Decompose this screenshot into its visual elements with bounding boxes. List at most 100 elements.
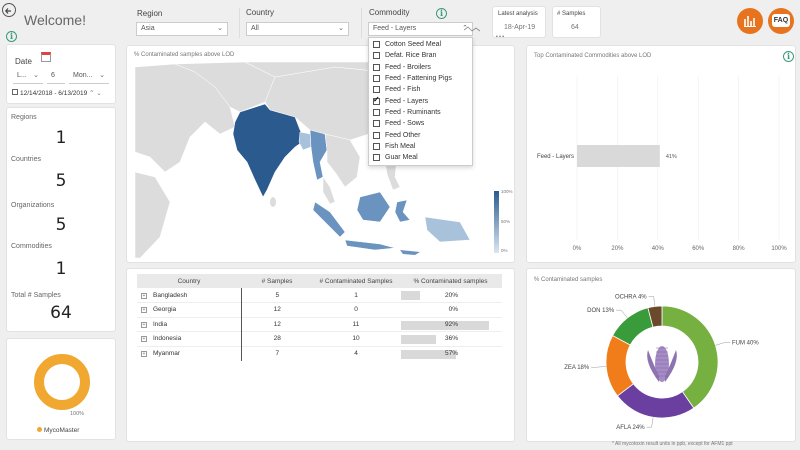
report-button[interactable]	[737, 8, 763, 34]
chevron-down-icon: ⌄	[33, 72, 39, 79]
table-row[interactable]: + Bangladesh 5 1 20%	[137, 288, 502, 303]
gauge-ring	[34, 354, 90, 410]
expand-icon[interactable]: +	[141, 292, 147, 299]
kpi-total-samples-label: Total # Samples	[11, 292, 61, 299]
calendar-icon	[12, 89, 18, 95]
slice-label: ZEA 18%	[564, 365, 590, 371]
country-name: Bangladesh	[153, 291, 188, 299]
country-table-card: Country # Samples # Contaminated Samples…	[126, 268, 515, 442]
back-arrow-icon	[5, 8, 11, 14]
data-label: 41%	[666, 154, 677, 160]
commodity-option[interactable]: Feed - Fattening Pigs	[369, 73, 472, 84]
faq-icon: FAQ	[772, 14, 790, 27]
page-title: Welcome!	[24, 12, 86, 28]
col-samples[interactable]: # Samples	[241, 274, 313, 288]
cell-country: + India	[137, 317, 242, 332]
x-tick-label: 100%	[771, 246, 787, 252]
cell-pct: 92%	[399, 317, 502, 332]
kpi-total-samples-value: 64	[50, 303, 72, 323]
expand-icon[interactable]: +	[141, 307, 147, 314]
asia-map[interactable]	[135, 62, 480, 258]
x-tick-label: 80%	[733, 246, 746, 252]
donut-slice-ochra	[647, 305, 663, 328]
faq-button[interactable]: FAQ	[768, 8, 794, 34]
table-row[interactable]: + India 12 11 92%	[137, 317, 502, 332]
date-unit-dropdown[interactable]: L... ⌄	[13, 70, 43, 84]
info-icon[interactable]: i	[6, 31, 17, 42]
region-dropdown[interactable]: Asia ⌄	[136, 22, 228, 36]
checkbox[interactable]	[373, 142, 380, 150]
commodity-option[interactable]: Cotton Seed Meal	[369, 39, 472, 50]
donut-title: % Contaminated samples	[534, 277, 603, 283]
date-count-input[interactable]: 6	[47, 70, 65, 84]
map-legend-bar	[494, 191, 499, 253]
chevron-down-icon: ⌄	[99, 72, 105, 79]
info-icon[interactable]: i	[783, 51, 794, 62]
commodity-dropdown-list[interactable]: Cotton Seed Meal Defat. Rice Bran Feed - B…	[368, 37, 473, 166]
checkbox[interactable]	[373, 95, 380, 105]
expand-icon[interactable]: +	[141, 321, 147, 328]
checkbox[interactable]	[373, 108, 380, 116]
date-range[interactable]: 12/14/2018 - 6/13/2019 ⌃ ⌄	[12, 89, 102, 97]
map-indonesia-java	[344, 239, 396, 251]
checkbox[interactable]	[373, 41, 380, 49]
map-title: % Contaminated samples above LOD	[134, 52, 235, 58]
commodity-option-label: Feed - Broilers	[385, 63, 431, 71]
donut-card: % Contaminated samples FUM 40% AFLA 24% ZE…	[526, 268, 796, 442]
cell-pct: 0%	[399, 303, 502, 318]
commodity-dropdown[interactable]: Feed - Layers ⌃	[368, 22, 473, 36]
checkbox[interactable]	[373, 154, 380, 162]
commodity-option[interactable]: Feed - Fish	[369, 84, 472, 95]
date-period-dropdown[interactable]: Mon... ⌄	[69, 70, 109, 84]
top-commodities-card: Top Contaminated Commodities above LOD i…	[526, 45, 796, 263]
calendar-icon[interactable]	[41, 52, 51, 62]
commodity-option[interactable]: Defat. Rice Bran	[369, 50, 472, 61]
x-tick-label: 40%	[652, 246, 665, 252]
table-row[interactable]: + Myanmar 7 4 57%	[137, 346, 502, 361]
checkbox[interactable]	[373, 131, 380, 139]
expand-icon[interactable]: +	[141, 351, 147, 357]
contamination-donut-chart: FUM 40% AFLA 24% ZEA 18% DON 13% OCHRA 4%	[564, 295, 759, 432]
donut-slice-afla	[616, 383, 695, 419]
map-indochina	[324, 133, 361, 188]
col-contaminated[interactable]: # Contaminated Samples	[313, 274, 399, 288]
map-bangladesh	[298, 131, 312, 151]
cell-pct: 20%	[399, 288, 502, 303]
checkbox[interactable]	[373, 86, 380, 94]
commodity-option[interactable]: Feed - Broilers	[369, 62, 472, 73]
brand-card: 100% MycoMaster	[6, 338, 116, 440]
commodity-option-label: Feed Other	[385, 131, 421, 139]
table-row[interactable]: + Indonesia 28 10 36%	[137, 331, 502, 346]
checkbox[interactable]	[373, 52, 380, 60]
back-button[interactable]	[2, 3, 16, 17]
chart-icon	[744, 16, 756, 27]
col-country[interactable]: Country	[137, 274, 241, 288]
latest-analysis-label: Latest analysis	[498, 11, 538, 17]
commodity-option[interactable]: Fish Meal	[369, 141, 472, 152]
commodity-option[interactable]: Feed Other	[369, 129, 472, 140]
map-myanmar	[309, 129, 328, 181]
commodity-option[interactable]: Feed - Sows	[369, 118, 472, 129]
commodity-option-label: Cotton Seed Meal	[385, 41, 442, 49]
expand-icon[interactable]: +	[141, 336, 147, 343]
table-row[interactable]: + Georgia 12 0 0%	[137, 302, 502, 318]
country-dropdown[interactable]: All ⌄	[246, 22, 349, 36]
kpi-organizations-label: Organizations	[11, 202, 55, 209]
date-label: Date	[15, 57, 32, 66]
kpi-commodities-value: 1	[55, 259, 67, 279]
samples-card: # Samples 64	[552, 6, 601, 38]
commodity-option[interactable]: Feed - Ruminants	[369, 107, 472, 118]
checkbox[interactable]	[373, 120, 380, 128]
kpi-regions-value: 1	[55, 128, 67, 148]
cell-samples: 7	[275, 350, 280, 357]
samples-label: # Samples	[557, 11, 586, 17]
checkbox[interactable]	[373, 63, 380, 71]
commodity-option-label: Feed - Fish	[385, 86, 421, 94]
region-value: Asia	[141, 25, 155, 32]
commodity-option[interactable]: Guar Meal	[369, 152, 472, 163]
slice-label: OCHRA 4%	[615, 295, 647, 301]
commodity-option[interactable]: Feed - Layers	[369, 95, 472, 106]
col-pct[interactable]: % Contaminated samples	[399, 274, 502, 288]
checkbox[interactable]	[373, 75, 380, 83]
info-icon[interactable]: i	[436, 8, 447, 19]
